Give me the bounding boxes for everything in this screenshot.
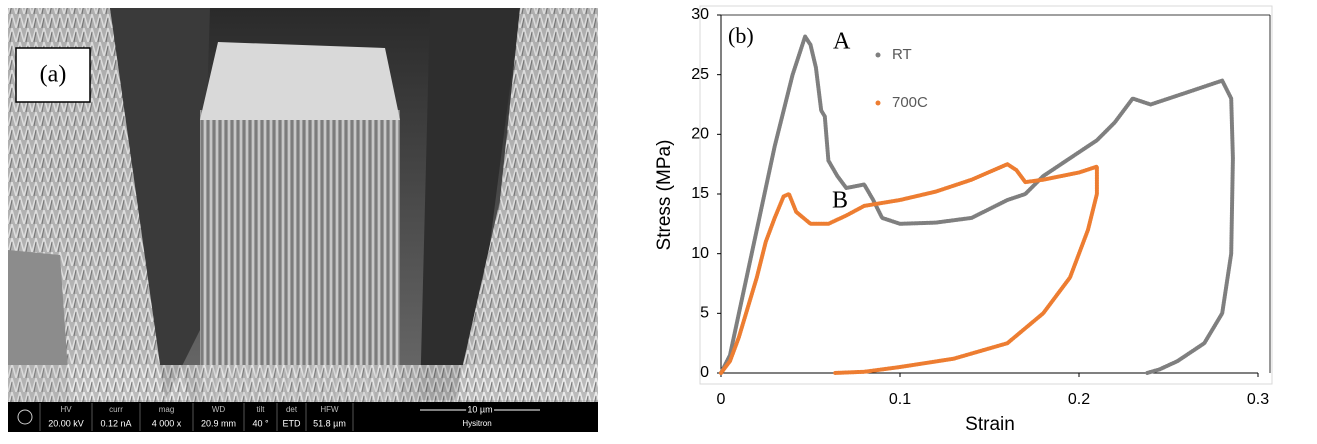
info-value: 0.12 nA xyxy=(100,418,131,428)
info-bar: HV 20.00 kV curr 0.12 nA mag 4 000 x WD 20.9 mm… xyxy=(39,403,354,431)
y-tick-label: 15 xyxy=(691,185,709,202)
y-tick-label: 30 xyxy=(691,6,709,23)
info-value: ETD xyxy=(283,418,302,428)
info-name: mag xyxy=(159,405,175,414)
annotation: B xyxy=(832,188,848,214)
sem-image xyxy=(8,8,598,432)
y-tick-label: 0 xyxy=(700,364,709,381)
info-name: det xyxy=(286,405,298,414)
info-value: 51.8 µm xyxy=(313,418,346,428)
info-value: 20.00 kV xyxy=(48,418,84,428)
x-axis-label: Strain xyxy=(965,414,1015,435)
info-name: WD xyxy=(212,405,226,414)
y-axis-label: Stress (MPa) xyxy=(654,140,675,251)
x-tick-label: 0 xyxy=(717,391,726,408)
series-line xyxy=(719,34,1235,375)
annotation: A xyxy=(833,29,851,55)
series-line xyxy=(719,162,1099,375)
info-name: curr xyxy=(109,405,123,414)
legend-marker xyxy=(875,52,881,58)
scale-bar-label: 10 µm xyxy=(467,404,492,414)
info-value: 40 ° xyxy=(252,418,269,428)
chart-frame xyxy=(699,5,1273,385)
brand: Hysitron xyxy=(462,419,491,428)
label-box xyxy=(15,47,91,103)
info-value: 20.9 mm xyxy=(201,418,236,428)
x-tick-label: 0.1 xyxy=(889,391,911,408)
y-tick-label: 25 xyxy=(691,66,709,83)
info-name: HFW xyxy=(320,405,339,414)
legend-label: 700C xyxy=(892,94,928,111)
info-value: 4 000 x xyxy=(152,418,182,428)
info-name: tilt xyxy=(257,405,266,414)
y-tick-label: 5 xyxy=(700,305,709,322)
panel-label: (a) xyxy=(40,62,67,88)
x-tick-label: 0.3 xyxy=(1247,391,1269,408)
x-tick-label: 0.2 xyxy=(1068,391,1090,408)
legend-marker xyxy=(875,100,881,106)
info-name: HV xyxy=(60,405,72,414)
legend-label: RT xyxy=(892,46,912,63)
y-tick-label: 10 xyxy=(691,245,709,262)
y-tick-label: 20 xyxy=(691,126,709,143)
annotation: (b) xyxy=(728,23,754,48)
